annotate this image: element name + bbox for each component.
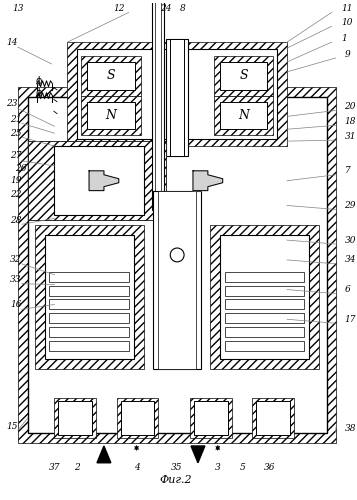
Bar — [87, 102, 135, 130]
Text: 20: 20 — [345, 102, 356, 111]
Text: 12: 12 — [113, 4, 125, 13]
Bar — [170, 39, 184, 156]
Bar — [225, 286, 304, 296]
Bar — [154, 190, 201, 369]
Bar — [81, 96, 141, 135]
Bar — [225, 272, 304, 281]
Text: 38: 38 — [345, 424, 356, 432]
Bar — [220, 62, 267, 90]
Bar — [166, 39, 188, 156]
Bar — [18, 86, 337, 443]
Bar — [194, 402, 228, 435]
Text: 6: 6 — [345, 285, 350, 294]
Text: 29: 29 — [345, 201, 356, 210]
Text: 14: 14 — [6, 38, 17, 46]
Bar — [225, 314, 304, 323]
Bar — [225, 341, 304, 351]
Bar — [50, 272, 129, 281]
Text: 32: 32 — [10, 256, 21, 264]
Text: ϕ: ϕ — [35, 88, 42, 98]
Bar — [155, 0, 161, 210]
Text: 1: 1 — [341, 34, 347, 42]
Bar — [67, 42, 287, 146]
Bar — [190, 398, 232, 438]
Bar — [252, 398, 294, 438]
Bar — [50, 300, 129, 310]
Text: 36: 36 — [263, 463, 275, 472]
Bar — [159, 190, 196, 369]
Text: N: N — [105, 109, 116, 122]
Bar — [35, 226, 144, 369]
Bar — [220, 102, 267, 130]
Text: S: S — [239, 70, 248, 82]
Text: 28: 28 — [10, 216, 21, 225]
Text: 10: 10 — [341, 18, 353, 27]
Bar — [256, 402, 290, 435]
Text: 34: 34 — [345, 256, 356, 264]
Text: 27: 27 — [10, 152, 21, 160]
Text: 8: 8 — [180, 4, 186, 13]
Polygon shape — [97, 446, 111, 463]
Bar — [225, 327, 304, 337]
Polygon shape — [191, 446, 205, 463]
Text: 37: 37 — [49, 463, 60, 472]
Circle shape — [170, 248, 184, 262]
Text: 30: 30 — [345, 236, 356, 244]
Text: 31: 31 — [345, 132, 356, 140]
Text: 19: 19 — [10, 176, 21, 185]
Bar — [50, 327, 129, 337]
Bar — [50, 286, 129, 296]
Text: 7: 7 — [345, 166, 350, 175]
Text: 3: 3 — [215, 463, 221, 472]
Text: 23: 23 — [6, 99, 17, 108]
Text: 35: 35 — [170, 463, 182, 472]
Text: 2: 2 — [74, 463, 80, 472]
Bar — [28, 141, 166, 220]
Bar — [54, 398, 96, 438]
Text: 18: 18 — [345, 117, 356, 126]
Text: ϕ: ϕ — [35, 76, 42, 86]
Text: 15: 15 — [6, 422, 17, 430]
Bar — [81, 56, 141, 96]
Bar — [225, 300, 304, 310]
Bar — [50, 341, 129, 351]
Text: S: S — [106, 70, 115, 82]
Bar — [87, 62, 135, 90]
Text: 5: 5 — [240, 463, 245, 472]
Text: Фиг.2: Фиг.2 — [160, 474, 192, 484]
Text: 16: 16 — [10, 300, 21, 309]
Bar — [77, 49, 277, 139]
Text: 22: 22 — [10, 190, 21, 199]
Bar — [54, 146, 144, 216]
Polygon shape — [193, 171, 223, 190]
Bar — [121, 402, 154, 435]
Text: 17: 17 — [345, 315, 356, 324]
Bar — [28, 141, 166, 220]
Text: 26: 26 — [15, 164, 26, 173]
Bar — [214, 96, 273, 135]
Bar — [45, 235, 134, 359]
Bar — [210, 226, 319, 369]
Text: 21: 21 — [10, 115, 21, 124]
Text: 11: 11 — [341, 4, 353, 13]
Bar — [214, 56, 273, 96]
Text: 25: 25 — [10, 128, 21, 138]
Bar — [28, 96, 327, 433]
Text: 4: 4 — [134, 463, 140, 472]
Text: 24: 24 — [161, 4, 172, 13]
Bar — [152, 0, 164, 210]
Text: 9: 9 — [345, 50, 350, 58]
Text: N: N — [238, 109, 249, 122]
Bar — [220, 235, 309, 359]
Bar — [50, 314, 129, 323]
Bar — [59, 402, 92, 435]
Text: 13: 13 — [12, 4, 23, 13]
Polygon shape — [89, 171, 119, 190]
Bar — [117, 398, 159, 438]
Text: 33: 33 — [10, 275, 21, 284]
